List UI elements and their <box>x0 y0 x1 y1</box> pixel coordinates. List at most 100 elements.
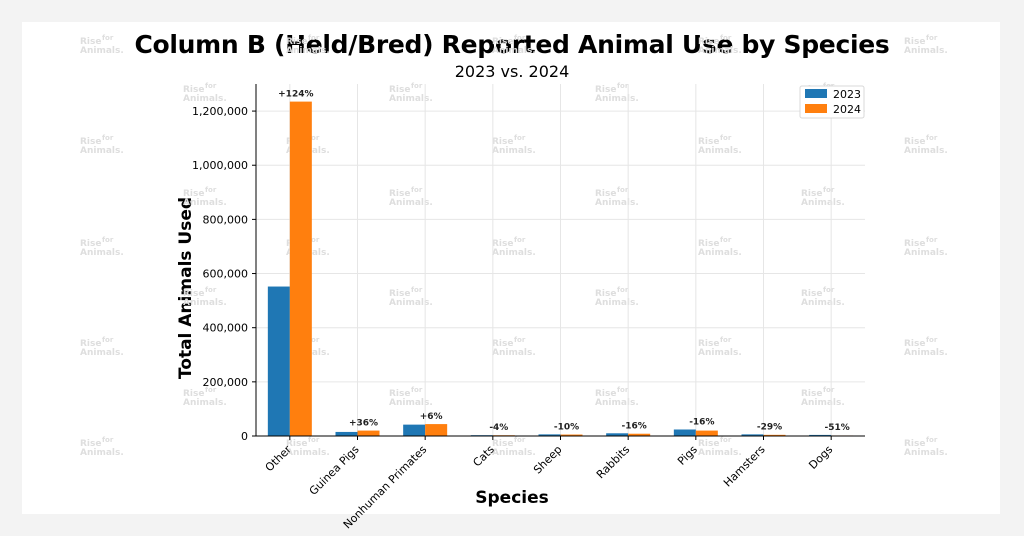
bar-annotation: +6% <box>420 412 443 422</box>
watermark-text: Rise <box>595 85 616 95</box>
watermark-text: for <box>514 436 526 444</box>
watermark-text: Animals. <box>492 248 536 258</box>
watermark-text: for <box>514 336 526 344</box>
y-tick-label: 1,000,000 <box>192 159 248 172</box>
watermark-text: Rise <box>492 239 513 249</box>
watermark-text: Rise <box>389 289 410 299</box>
bar-2023-dogs <box>809 434 832 436</box>
watermark-text: Rise <box>904 239 925 249</box>
watermark-text: for <box>102 134 114 142</box>
bar-annotations: +124% +36% +6% -4% -10% -16% -16% -29% -51% <box>278 90 850 434</box>
legend-swatch <box>805 104 827 113</box>
watermark-text: for <box>411 386 423 394</box>
watermark-text: Animals. <box>80 248 124 258</box>
watermark-text: for <box>720 336 732 344</box>
bar-2024-hamsters <box>763 434 786 436</box>
chart-title: Column B (Held/Bred) Reported Animal Use… <box>134 30 890 59</box>
watermark-text: Animals. <box>80 46 124 56</box>
watermark-text: for <box>926 236 938 244</box>
watermark-text: for <box>514 34 526 42</box>
bar-2023-sheep <box>538 434 561 436</box>
bar-2023-other <box>267 286 290 436</box>
watermark-text: Animals. <box>698 348 742 358</box>
watermark-text: Animals. <box>904 46 948 56</box>
x-tick-label: Dogs <box>806 443 835 472</box>
watermark-text: for <box>308 336 320 344</box>
bar-2024-guinea-pigs <box>357 430 380 436</box>
watermark-text: Rise <box>183 289 204 299</box>
watermark-text: Animals. <box>904 448 948 458</box>
watermark-text: for <box>823 286 835 294</box>
legend-label: 2023 <box>833 88 861 101</box>
watermark-text: Animals. <box>698 248 742 258</box>
watermark-text: Animals. <box>286 46 330 56</box>
bar-annotation: -29% <box>757 422 782 432</box>
watermark-text: for <box>926 34 938 42</box>
watermark-text: Animals. <box>183 398 227 408</box>
watermark-text: Animals. <box>698 448 742 458</box>
watermark-text: for <box>617 82 629 90</box>
watermark-text: Rise <box>904 37 925 47</box>
watermark-text: for <box>102 34 114 42</box>
bar-2024-nonhuman-primates <box>425 424 448 436</box>
legend: 2023 2024 <box>799 85 865 119</box>
bar-2024-rabbits <box>628 433 651 436</box>
watermark-text: Animals. <box>389 198 433 208</box>
bar-annotation: -51% <box>825 423 850 433</box>
bar-2023-nonhuman-primates <box>403 424 426 436</box>
y-tick-label: 600,000 <box>203 268 249 281</box>
watermark-text: for <box>411 186 423 194</box>
watermark-text: Rise <box>80 339 101 349</box>
watermark-text: Rise <box>904 439 925 449</box>
watermark-text: Animals. <box>492 448 536 458</box>
watermark-text: Rise <box>801 389 822 399</box>
watermark-text: for <box>617 186 629 194</box>
watermark-text: for <box>102 236 114 244</box>
y-tick-label: 200,000 <box>203 376 249 389</box>
y-tick-label: 400,000 <box>203 322 249 335</box>
x-tick-label: Pigs <box>675 443 700 468</box>
bar-2024-other <box>289 101 312 436</box>
watermark-text: Animals. <box>389 398 433 408</box>
watermark-text: Rise <box>698 239 719 249</box>
watermark-text: Animals. <box>801 398 845 408</box>
watermark-text: for <box>720 134 732 142</box>
watermark-text: Animals. <box>80 448 124 458</box>
watermark-text: Animals. <box>595 94 639 104</box>
watermark-text: Animals. <box>389 94 433 104</box>
watermark-text: Animals. <box>80 146 124 156</box>
watermark-text: for <box>205 286 217 294</box>
x-tick-label: Rabbits <box>594 443 633 482</box>
watermark-text: Rise <box>698 339 719 349</box>
watermark-text: for <box>823 186 835 194</box>
chart-subtitle: 2023 vs. 2024 <box>454 62 570 81</box>
watermark-text: Rise <box>389 85 410 95</box>
watermark-text: for <box>720 436 732 444</box>
watermark-text: Rise <box>389 189 410 199</box>
grid-lines <box>256 84 865 437</box>
watermark-text: Animals. <box>801 198 845 208</box>
watermark-text: Rise <box>904 339 925 349</box>
watermark-text: Animals. <box>492 46 536 56</box>
watermark-text: Rise <box>595 389 616 399</box>
